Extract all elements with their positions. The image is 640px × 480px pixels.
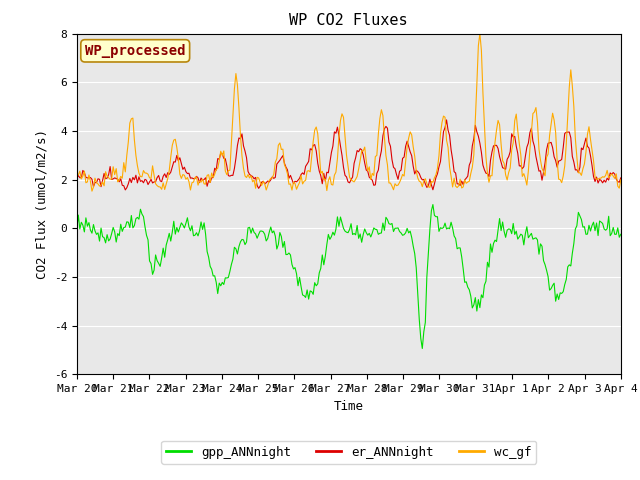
gpp_ANNnight xyxy=(235,244,243,250)
er_ANNnight xyxy=(589,174,597,180)
gpp_ANNnight xyxy=(589,219,597,225)
Line: wc_gf: wc_gf xyxy=(77,34,621,191)
gpp_ANNnight xyxy=(262,238,270,244)
Title: WP CO2 Fluxes: WP CO2 Fluxes xyxy=(289,13,408,28)
gpp_ANNnight xyxy=(253,235,261,241)
er_ANNnight xyxy=(264,178,271,184)
wc_gf xyxy=(73,172,81,178)
er_ANNnight xyxy=(237,136,244,142)
er_ANNnight xyxy=(73,176,81,181)
gpp_ANNnight xyxy=(73,227,81,232)
gpp_ANNnight xyxy=(311,280,319,286)
er_ANNnight xyxy=(312,148,320,154)
wc_gf xyxy=(141,170,149,176)
er_ANNnight xyxy=(122,187,129,193)
wc_gf xyxy=(589,158,597,164)
wc_gf xyxy=(237,132,244,138)
Y-axis label: CO2 Flux (umol/m2/s): CO2 Flux (umol/m2/s) xyxy=(35,129,48,279)
Line: gpp_ANNnight: gpp_ANNnight xyxy=(77,204,621,348)
er_ANNnight xyxy=(141,177,149,182)
er_ANNnight xyxy=(255,185,262,191)
er_ANNnight xyxy=(617,175,625,180)
Text: WP_processed: WP_processed xyxy=(85,44,186,58)
Line: er_ANNnight: er_ANNnight xyxy=(77,120,621,190)
gpp_ANNnight xyxy=(140,214,147,219)
gpp_ANNnight xyxy=(419,346,426,351)
Legend: gpp_ANNnight, er_ANNnight, wc_gf: gpp_ANNnight, er_ANNnight, wc_gf xyxy=(161,441,536,464)
wc_gf xyxy=(312,124,320,130)
wc_gf xyxy=(255,175,262,181)
wc_gf xyxy=(476,31,484,36)
X-axis label: Time: Time xyxy=(334,400,364,413)
wc_gf xyxy=(88,188,96,194)
wc_gf xyxy=(264,183,271,189)
er_ANNnight xyxy=(443,117,451,123)
wc_gf xyxy=(617,177,625,183)
gpp_ANNnight xyxy=(617,231,625,237)
gpp_ANNnight xyxy=(429,202,436,207)
